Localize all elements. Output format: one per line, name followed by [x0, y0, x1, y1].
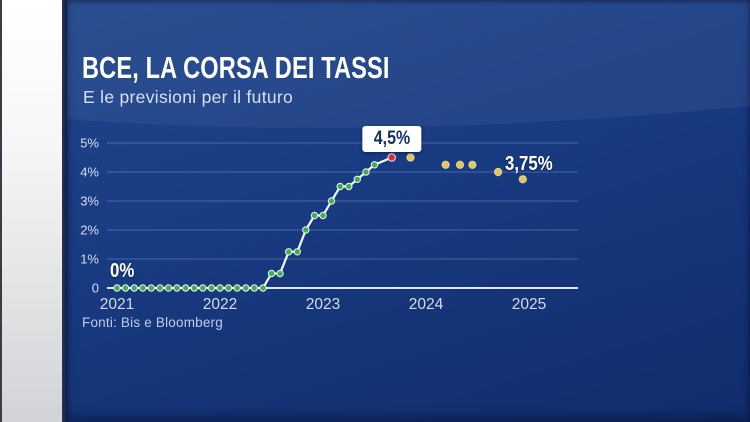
page-title-text: BCE, LA CORSA DEI TASSI — [82, 50, 390, 85]
page-subtitle: E le previsioni per il futuro — [83, 87, 294, 107]
page-title: BCE, LA CORSA DEI TASSI — [82, 52, 487, 83]
annotation-forecast-rate: 3,75% — [504, 153, 553, 176]
annotation-peak-rate: 4,5% — [362, 125, 422, 152]
annotation-start-rate: 0% — [110, 260, 135, 282]
source-note: Fonti: Bis e Bloomberg — [82, 315, 223, 330]
panel-shadow-seam — [62, 0, 67, 422]
left-edge-strip — [2, 0, 62, 422]
